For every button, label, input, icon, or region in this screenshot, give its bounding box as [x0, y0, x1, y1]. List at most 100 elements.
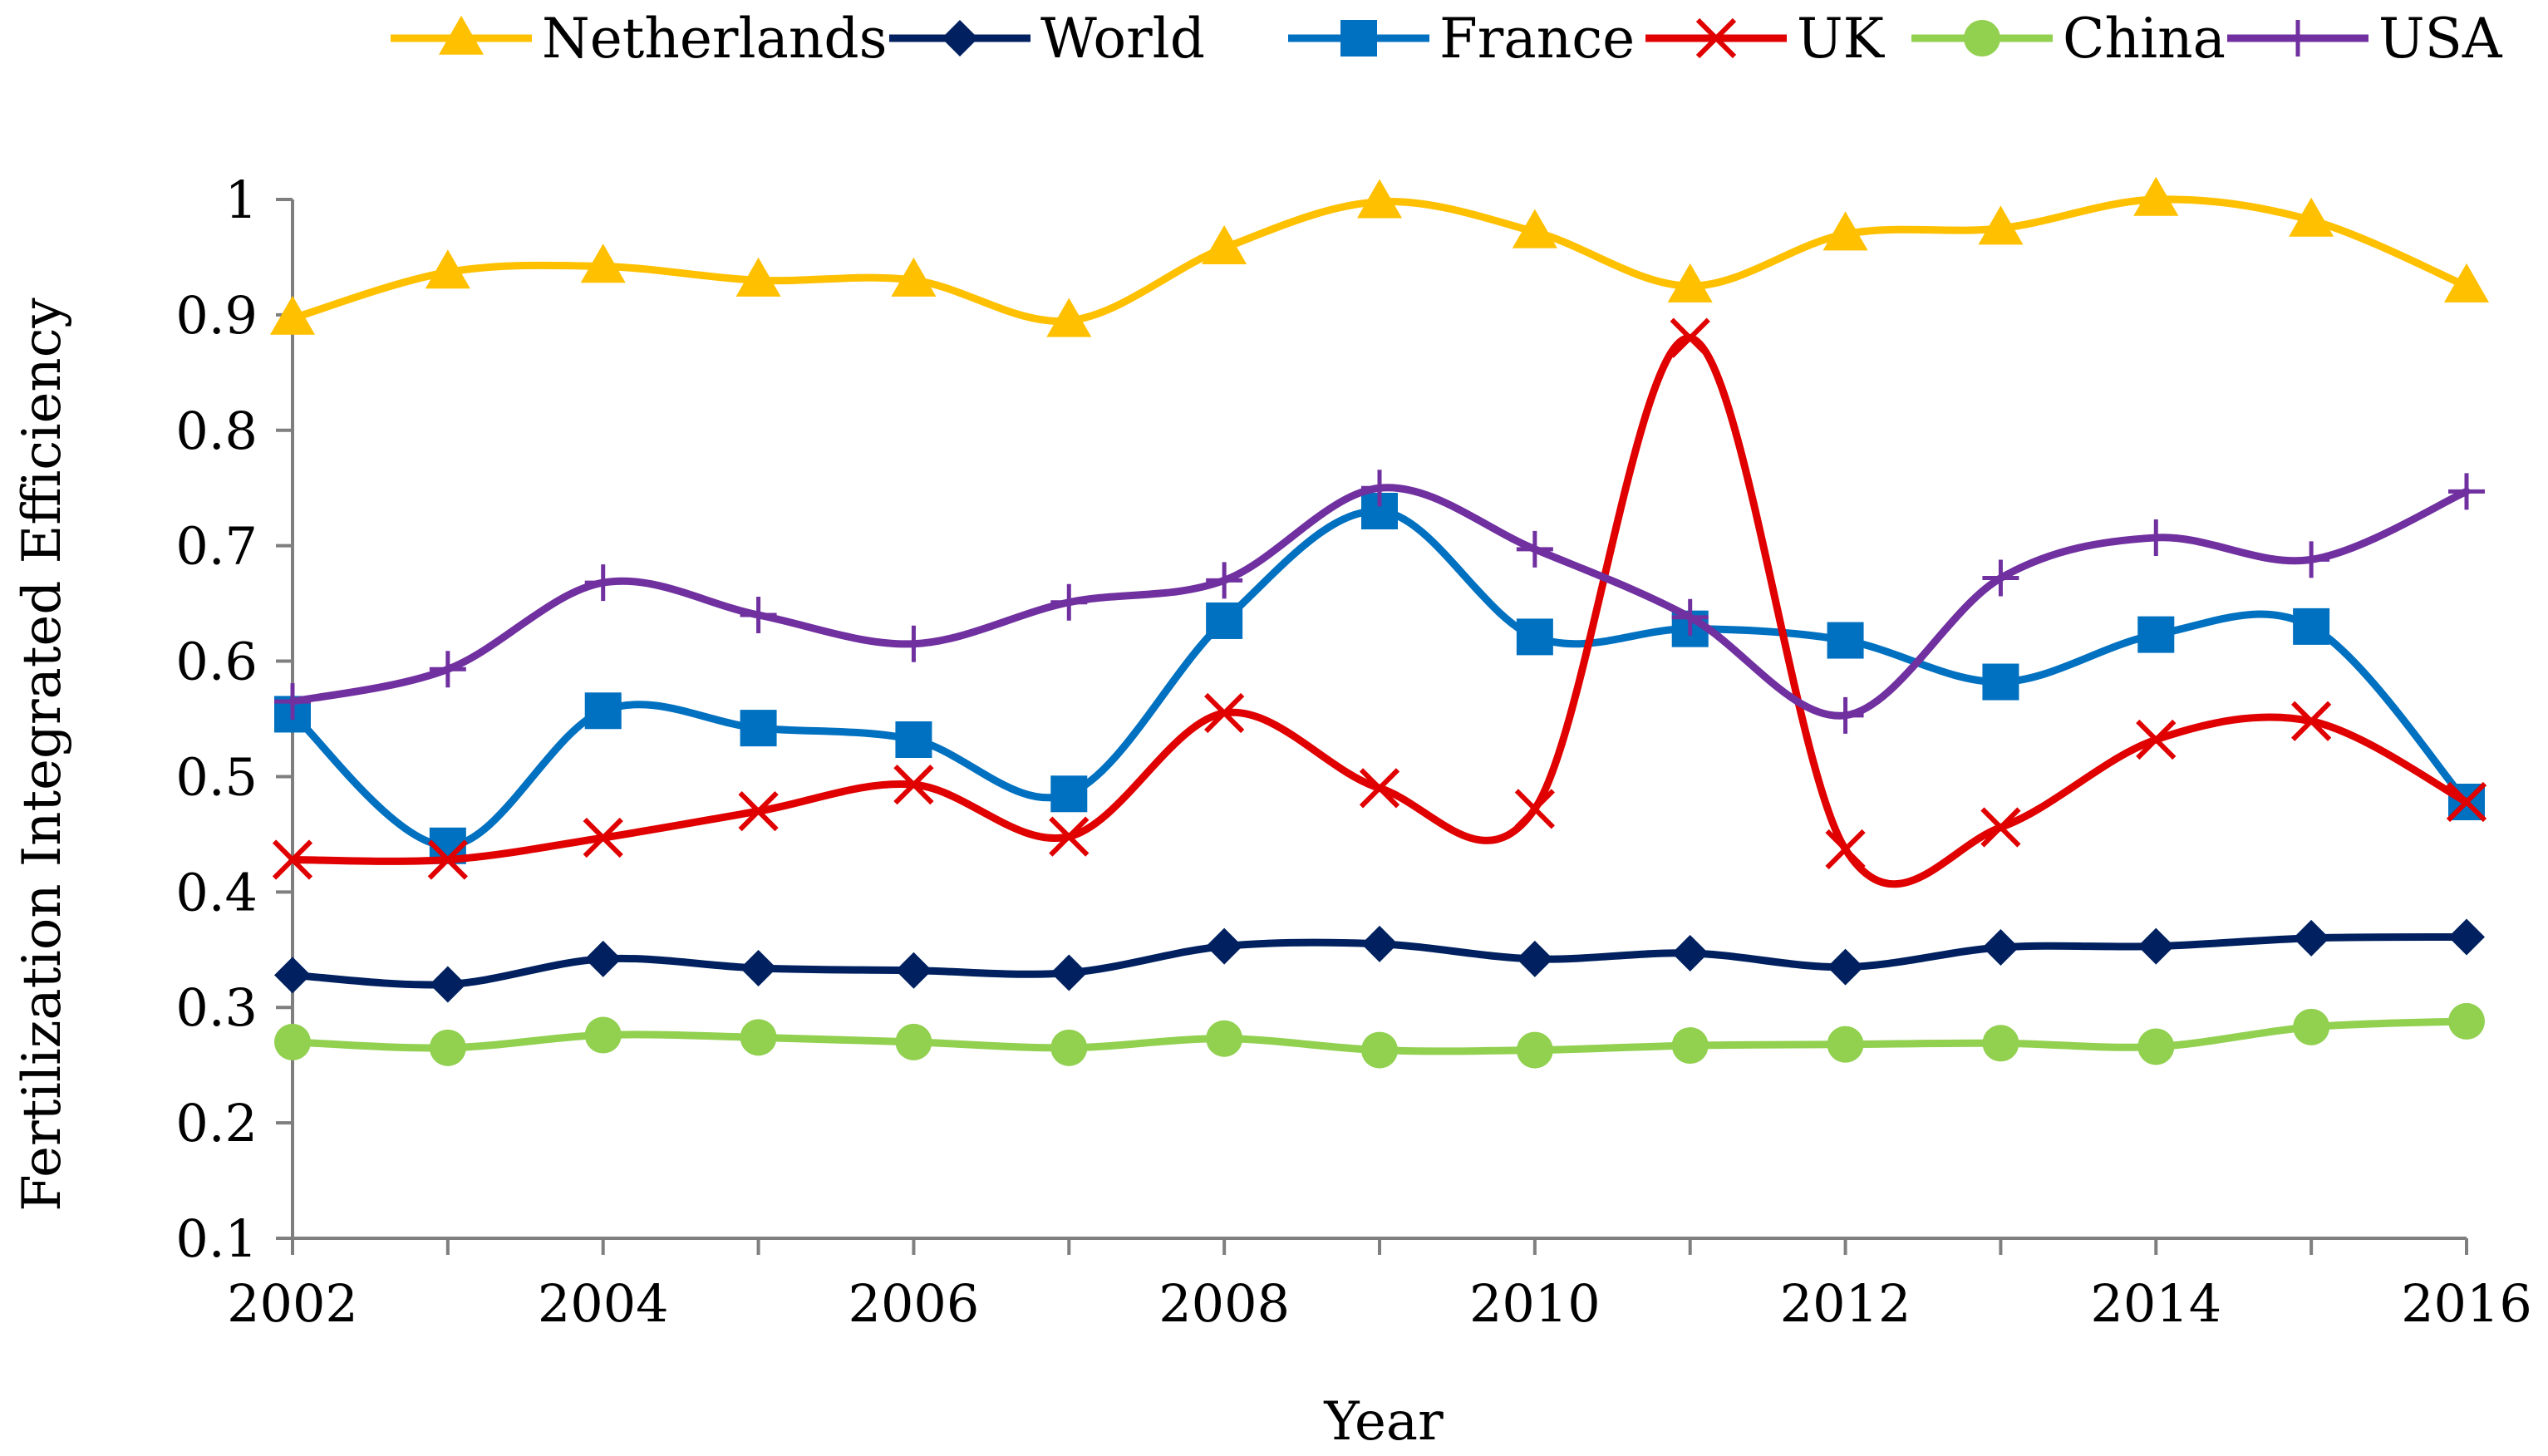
data-point-uk-2013 — [1980, 807, 2021, 848]
legend-item-china: China — [1911, 7, 2226, 71]
legend-label: Netherlands — [542, 7, 888, 71]
data-point-netherlands-2013 — [1978, 205, 2024, 245]
data-point-france-2005 — [740, 710, 777, 747]
data-point-world-2011 — [1671, 934, 1709, 971]
legend-marker-china — [1964, 20, 2000, 57]
x-tick-label: 2004 — [538, 1273, 669, 1334]
data-point-netherlands-2003 — [425, 249, 470, 289]
data-point-usa-2016 — [2448, 473, 2485, 510]
data-point-world-2002 — [274, 957, 311, 994]
y-tick-label: 1 — [225, 170, 258, 230]
data-point-france-2012 — [1827, 622, 1864, 659]
data-point-france-2013 — [1982, 663, 2019, 701]
data-point-netherlands-2010 — [1512, 209, 1557, 248]
data-point-usa-2005 — [740, 597, 777, 633]
legend-item-uk: UK — [1645, 7, 1886, 71]
series-france — [274, 493, 2485, 864]
y-axis-title: Fertilization Integrated Efficiency — [12, 298, 73, 1211]
series-layer — [269, 176, 2490, 1069]
data-point-netherlands-2007 — [1046, 298, 1092, 337]
data-point-world-2003 — [429, 966, 466, 1003]
y-tick-label: 0.3 — [175, 977, 258, 1038]
series-netherlands — [269, 176, 2490, 337]
data-point-uk-2016 — [2446, 781, 2487, 823]
data-point-usa-2010 — [1516, 530, 1553, 568]
data-point-uk-2002 — [272, 839, 313, 880]
data-point-china-2011 — [1671, 1027, 1709, 1065]
data-point-uk-2008 — [1204, 692, 1245, 734]
series-world — [274, 918, 2485, 1003]
data-point-usa-2003 — [429, 651, 466, 688]
data-point-netherlands-2004 — [580, 243, 626, 283]
data-point-world-2008 — [1206, 927, 1243, 965]
data-point-china-2016 — [2448, 1002, 2485, 1040]
data-point-usa-2008 — [1206, 562, 1243, 599]
data-point-china-2005 — [740, 1019, 777, 1056]
data-point-world-2014 — [2137, 927, 2175, 965]
data-point-china-2014 — [2137, 1028, 2175, 1065]
data-point-france-2014 — [2137, 616, 2175, 653]
data-point-china-2006 — [895, 1023, 932, 1060]
series-china — [274, 1002, 2485, 1069]
data-point-usa-2011 — [1671, 598, 1709, 636]
legend-marker-usa — [2280, 20, 2316, 57]
data-point-china-2004 — [584, 1016, 622, 1054]
data-point-china-2013 — [1982, 1025, 2019, 1062]
data-point-netherlands-2002 — [269, 295, 316, 335]
x-tick-label: 2006 — [849, 1273, 980, 1334]
x-tick-label: 2002 — [227, 1273, 358, 1334]
legend-label: USA — [2378, 7, 2503, 71]
data-point-netherlands-2012 — [1822, 211, 1868, 251]
y-tick-label: 0.1 — [175, 1208, 258, 1269]
data-point-world-2006 — [895, 952, 932, 989]
x-tick-label: 2012 — [1780, 1273, 1911, 1334]
data-point-world-2004 — [584, 940, 622, 977]
data-point-france-2010 — [1516, 618, 1553, 656]
data-point-netherlands-2005 — [735, 257, 781, 297]
data-point-world-2013 — [1982, 929, 2019, 966]
legend-item-netherlands: Netherlands — [391, 7, 888, 71]
y-tick-label: 0.8 — [175, 401, 258, 461]
axis-titles: Year Fertilization Integrated Efficiency — [12, 298, 1444, 1453]
data-point-china-2015 — [2293, 1008, 2330, 1045]
data-point-uk-2005 — [738, 790, 779, 832]
data-point-world-2016 — [2448, 918, 2485, 956]
data-point-world-2015 — [2293, 919, 2330, 957]
data-point-netherlands-2006 — [891, 257, 937, 297]
data-point-world-2007 — [1050, 954, 1088, 991]
data-point-uk-2014 — [2136, 719, 2177, 760]
data-point-usa-2012 — [1827, 696, 1864, 734]
y-tick-label: 0.9 — [175, 285, 258, 346]
y-tick-label: 0.2 — [175, 1093, 258, 1153]
data-point-uk-2009 — [1359, 768, 1400, 809]
legend-marker-world — [942, 20, 978, 57]
series-uk — [272, 317, 2487, 888]
data-point-china-2009 — [1361, 1031, 1398, 1069]
data-point-netherlands-2011 — [1667, 263, 1713, 303]
legend-label: China — [2063, 7, 2226, 71]
y-tick-label: 0.5 — [175, 746, 258, 807]
data-point-usa-2004 — [584, 564, 622, 602]
x-tick-label: 2016 — [2401, 1273, 2532, 1334]
legend-item-world: World — [889, 7, 1205, 71]
data-point-world-2010 — [1516, 940, 1553, 977]
data-point-uk-2003 — [427, 839, 468, 880]
data-point-uk-2012 — [1825, 829, 1866, 870]
data-point-usa-2013 — [1982, 559, 2019, 597]
data-point-france-2008 — [1206, 602, 1243, 639]
data-point-world-2005 — [740, 950, 777, 986]
data-point-usa-2007 — [1050, 583, 1088, 621]
x-tick-label: 2010 — [1469, 1273, 1601, 1334]
data-point-france-2007 — [1050, 775, 1088, 813]
legend-marker-uk — [1695, 17, 1737, 59]
data-point-usa-2015 — [2293, 541, 2330, 578]
data-point-world-2012 — [1827, 948, 1864, 986]
data-point-usa-2014 — [2137, 519, 2175, 556]
series-usa — [274, 470, 2485, 734]
data-point-china-2002 — [274, 1023, 311, 1060]
series-line-uk — [288, 334, 2471, 888]
data-point-china-2012 — [1827, 1026, 1864, 1063]
data-point-uk-2011 — [1670, 317, 1710, 358]
legend-label: France — [1439, 7, 1635, 71]
legend-item-usa: USA — [2227, 7, 2503, 71]
